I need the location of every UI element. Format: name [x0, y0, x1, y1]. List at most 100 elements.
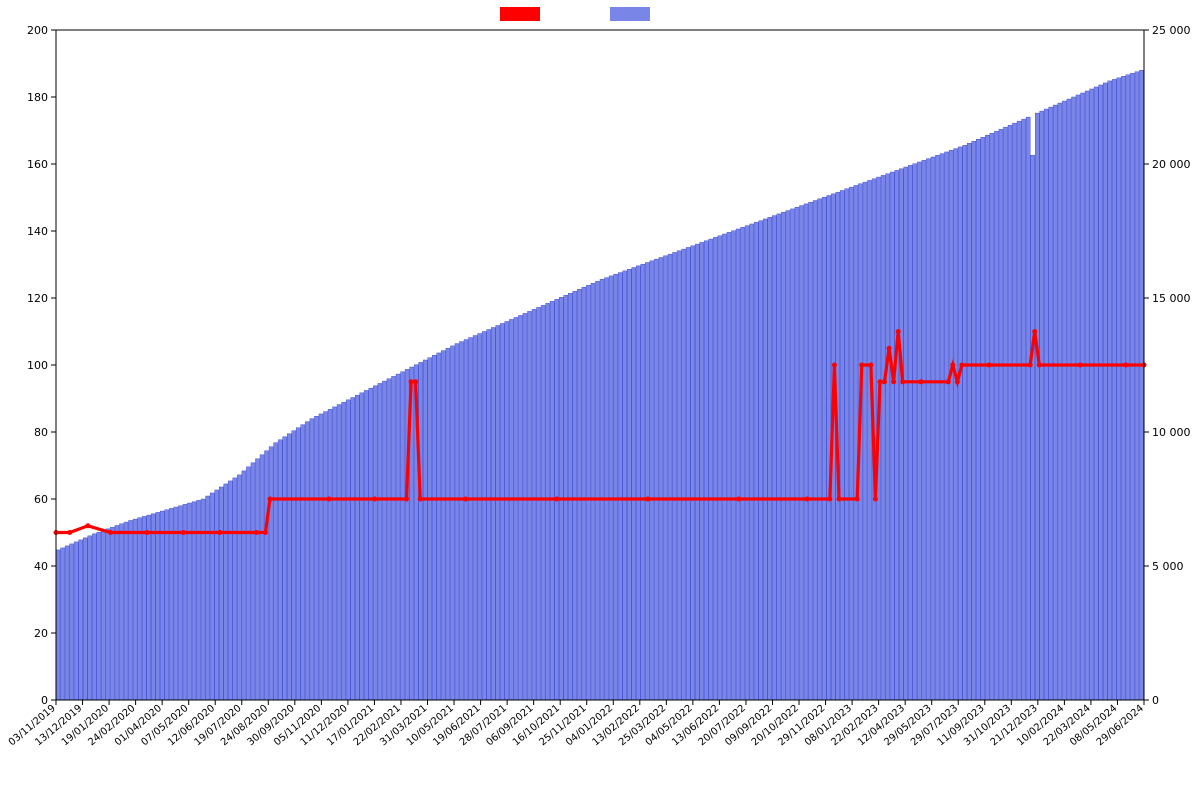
- bar: [310, 419, 314, 700]
- line-marker: [85, 523, 90, 528]
- line-marker: [1037, 363, 1042, 368]
- line-marker: [896, 329, 901, 334]
- bar: [138, 518, 142, 700]
- bar: [577, 289, 581, 700]
- bar: [945, 152, 949, 700]
- bar: [337, 405, 341, 700]
- bar: [278, 440, 282, 700]
- bar: [1008, 125, 1012, 700]
- line-marker: [645, 497, 650, 502]
- bar: [1058, 103, 1062, 700]
- line-marker: [418, 497, 423, 502]
- line-marker: [1123, 363, 1128, 368]
- bar: [981, 137, 985, 700]
- line-marker: [868, 363, 873, 368]
- bar: [627, 269, 631, 700]
- bar: [741, 227, 745, 700]
- bar: [79, 540, 83, 700]
- line-marker: [918, 379, 923, 384]
- bar: [632, 268, 636, 700]
- bar: [935, 155, 939, 700]
- bar: [1049, 107, 1053, 700]
- line-marker: [1078, 363, 1083, 368]
- bar: [265, 451, 269, 700]
- bar: [396, 374, 400, 700]
- bar: [736, 229, 740, 700]
- bar: [727, 232, 731, 700]
- bar: [106, 529, 110, 700]
- bar: [532, 309, 536, 700]
- bar: [387, 379, 391, 700]
- bar: [342, 402, 346, 700]
- line-marker: [554, 497, 559, 502]
- bar: [210, 493, 214, 700]
- bar: [156, 512, 160, 700]
- bar: [283, 437, 287, 700]
- bar: [115, 525, 119, 700]
- bar: [636, 266, 640, 700]
- bar: [591, 283, 595, 700]
- line-marker: [832, 363, 837, 368]
- bar: [459, 342, 463, 700]
- bar: [745, 226, 749, 700]
- bar: [550, 301, 554, 700]
- bar: [323, 412, 327, 700]
- y-right-tick-label: 10 000: [1152, 426, 1191, 439]
- bar: [369, 388, 373, 700]
- bar: [1076, 95, 1080, 700]
- bar: [537, 307, 541, 700]
- line-marker: [950, 363, 955, 368]
- line-marker: [108, 530, 113, 535]
- bar: [160, 511, 164, 700]
- bar: [804, 204, 808, 700]
- line-marker: [268, 497, 273, 502]
- line-marker: [987, 363, 992, 368]
- line-marker: [736, 497, 741, 502]
- bar: [419, 362, 423, 700]
- line-marker: [873, 497, 878, 502]
- bar: [169, 508, 173, 700]
- bar: [695, 244, 699, 700]
- bar: [822, 197, 826, 700]
- bar: [940, 154, 944, 700]
- bar: [731, 231, 735, 700]
- bar: [818, 199, 822, 700]
- bar: [101, 530, 105, 700]
- bar: [355, 395, 359, 700]
- bar: [1031, 155, 1035, 700]
- bar: [201, 499, 205, 700]
- bar: [378, 383, 382, 700]
- line-marker: [181, 530, 186, 535]
- bar: [623, 271, 627, 700]
- y-left-tick-label: 200: [27, 24, 48, 37]
- y-left-tick-label: 160: [27, 158, 48, 171]
- bar: [437, 353, 441, 700]
- line-marker: [882, 379, 887, 384]
- bar: [645, 262, 649, 700]
- line-marker: [859, 363, 864, 368]
- bar: [174, 507, 178, 700]
- bar: [523, 313, 527, 700]
- bar: [768, 217, 772, 700]
- y-left-tick-label: 40: [34, 560, 48, 573]
- bar: [428, 358, 432, 700]
- bar: [1022, 119, 1026, 700]
- bar: [496, 325, 500, 700]
- bar: [1094, 87, 1098, 700]
- bar: [963, 145, 967, 700]
- bar: [296, 428, 300, 700]
- y-right-tick-label: 20 000: [1152, 158, 1191, 171]
- bar: [206, 496, 210, 700]
- bar: [61, 548, 65, 700]
- bar: [813, 201, 817, 700]
- bar: [668, 254, 672, 700]
- bar: [1108, 81, 1112, 700]
- line-marker: [409, 379, 414, 384]
- bar: [473, 336, 477, 700]
- dual-axis-chart: 02040608010012014016018020005 00010 0001…: [0, 0, 1200, 800]
- bar: [546, 303, 550, 700]
- bar: [704, 241, 708, 700]
- bar: [867, 180, 871, 700]
- line-marker: [900, 379, 905, 384]
- bar: [423, 360, 427, 700]
